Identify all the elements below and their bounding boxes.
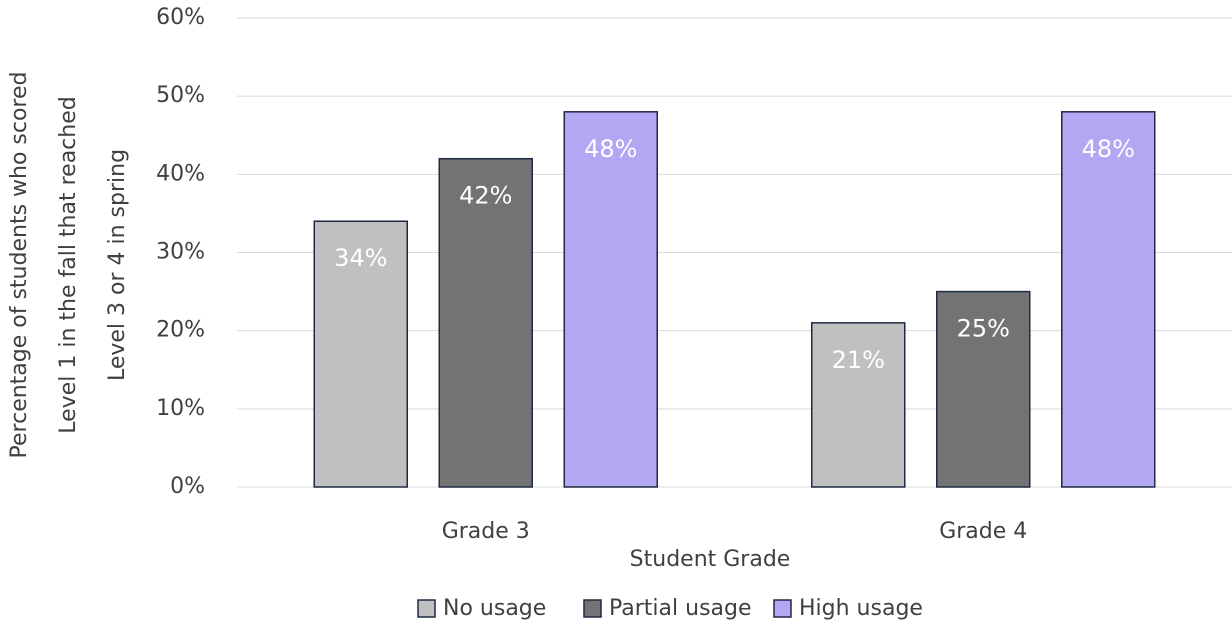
y-axis-title: Level 3 or 4 in spring — [105, 149, 130, 381]
y-tick-label: 10% — [156, 396, 205, 421]
legend-label: No usage — [443, 596, 546, 621]
bar — [811, 322, 906, 488]
y-tick-label: 50% — [156, 83, 205, 108]
data-label: 48% — [584, 135, 637, 163]
legend-swatch — [417, 599, 436, 618]
legend-label: High usage — [799, 596, 923, 621]
data-label: 42% — [459, 182, 512, 210]
bar — [563, 111, 658, 488]
y-axis-title: Percentage of students who scored — [7, 72, 32, 459]
bar — [936, 290, 1031, 488]
y-tick-label: 20% — [156, 318, 205, 343]
bar — [313, 220, 408, 488]
data-label: 25% — [957, 315, 1010, 343]
x-axis-title: Student Grade — [630, 547, 791, 572]
y-tick-label: 60% — [156, 5, 205, 30]
x-tick-label: Grade 4 — [939, 519, 1027, 544]
data-label: 34% — [334, 244, 387, 272]
bar — [1061, 111, 1156, 488]
y-axis-title: Level 1 in the fall that reached — [56, 96, 81, 433]
x-tick-label: Grade 3 — [442, 519, 530, 544]
legend-swatch — [773, 599, 792, 618]
y-tick-label: 0% — [170, 474, 205, 499]
y-tick-label: 30% — [156, 240, 205, 265]
legend-swatch — [583, 599, 602, 618]
data-label: 48% — [1082, 135, 1135, 163]
y-tick-label: 40% — [156, 161, 205, 186]
bar — [438, 157, 533, 488]
legend-label: Partial usage — [609, 596, 752, 621]
data-label: 21% — [832, 346, 885, 374]
